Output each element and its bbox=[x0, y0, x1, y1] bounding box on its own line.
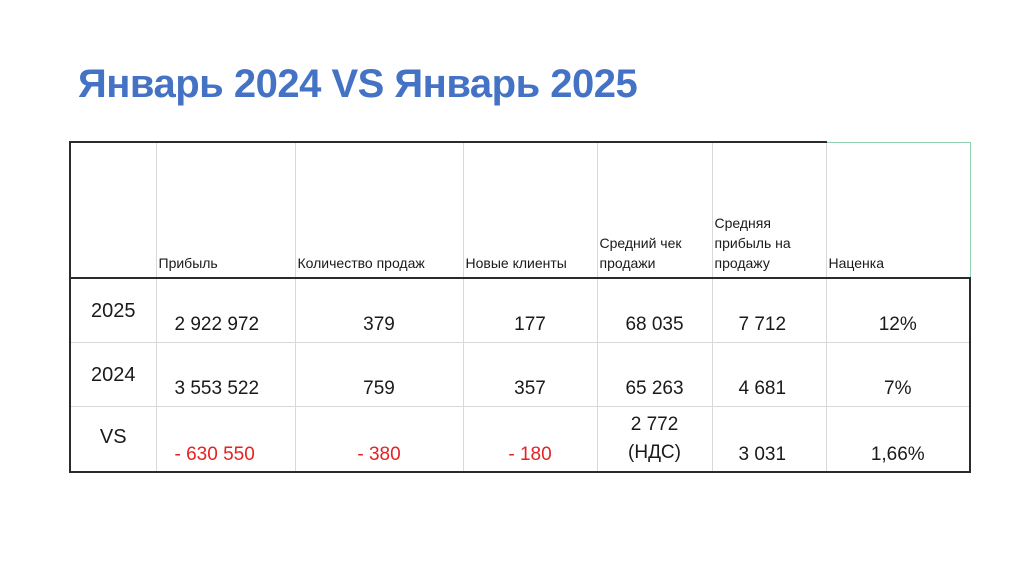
comparison-table: Прибыль Количество продаж Новые клиенты … bbox=[69, 141, 971, 473]
row-label: VS bbox=[69, 406, 157, 473]
row-label: 2024 bbox=[69, 342, 157, 407]
cell-profit: 2 922 972 bbox=[155, 277, 296, 343]
cell-avg-profit-diff: 3 031 bbox=[711, 406, 827, 473]
header-empty-cell bbox=[69, 141, 157, 279]
cell-markup-diff: 1,66% bbox=[825, 406, 971, 473]
cell-markup: 12% bbox=[825, 277, 971, 343]
row-label: 2025 bbox=[69, 277, 157, 343]
header-sales-count: Количество продаж bbox=[294, 141, 464, 279]
cell-avg-check-diff: 2 772 (НДС) bbox=[596, 406, 713, 473]
slide-title: Январь 2024 VS Январь 2025 bbox=[78, 62, 638, 106]
table-row-2025: 2025 2 922 972 379 177 68 035 7 712 12% bbox=[69, 277, 971, 343]
cell-avg-profit: 7 712 bbox=[711, 277, 827, 343]
cell-sales-count: 379 bbox=[294, 277, 464, 343]
cell-avg-check: 65 263 bbox=[596, 342, 713, 407]
cell-profit: 3 553 522 bbox=[155, 342, 296, 407]
table-row-vs: VS - 630 550 - 380 - 180 2 772 (НДС) 3 0… bbox=[69, 406, 971, 473]
header-new-clients: Новые клиенты bbox=[462, 141, 598, 279]
cell-new-clients: 177 bbox=[462, 277, 598, 343]
cell-new-clients-diff: - 180 bbox=[462, 406, 598, 473]
header-profit: Прибыль bbox=[155, 141, 296, 279]
avg-check-diff-value: 2 772 bbox=[630, 414, 679, 435]
cell-sales-count: 759 bbox=[294, 342, 464, 407]
table-row-2024: 2024 3 553 522 759 357 65 263 4 681 7% bbox=[69, 342, 971, 407]
avg-check-diff-wrap: 2 772 (НДС) bbox=[628, 411, 681, 467]
cell-markup: 7% bbox=[825, 342, 971, 407]
header-markup: Наценка bbox=[825, 141, 971, 279]
header-avg-check: Средний чек продажи bbox=[596, 141, 713, 279]
cell-sales-count-diff: - 380 bbox=[294, 406, 464, 473]
comparison-table-container: Прибыль Количество продаж Новые клиенты … bbox=[69, 141, 971, 473]
header-avg-profit: Средняя прибыль на продажу bbox=[711, 141, 827, 279]
cell-avg-check: 68 035 bbox=[596, 277, 713, 343]
cell-avg-profit: 4 681 bbox=[711, 342, 827, 407]
avg-check-diff-note: (НДС) bbox=[628, 442, 681, 463]
cell-profit-diff: - 630 550 bbox=[155, 406, 296, 473]
header-row: Прибыль Количество продаж Новые клиенты … bbox=[69, 141, 971, 279]
cell-new-clients: 357 bbox=[462, 342, 598, 407]
